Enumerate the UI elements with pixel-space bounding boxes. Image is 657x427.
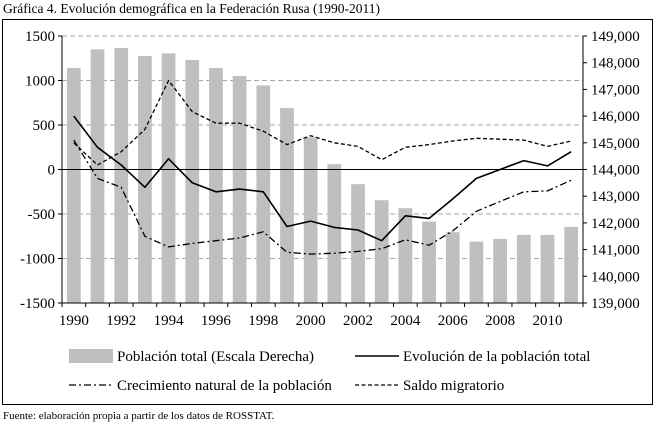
x-tick-label: 2008 — [485, 313, 515, 329]
y-left-tick-label: 500 — [33, 118, 56, 134]
y-right-tick-label: 140,000 — [591, 269, 640, 285]
legend-swatch-poblacion — [69, 349, 113, 363]
x-tick-label: 1992 — [106, 313, 136, 329]
legend-label-2: Evolución de la población total — [403, 349, 590, 365]
y-right-tick-label: 146,000 — [591, 109, 640, 125]
bar-poblacion-2007 — [469, 241, 484, 303]
bar-poblacion-2003 — [374, 200, 389, 303]
x-tick-label: 1994 — [154, 313, 185, 329]
x-tick-label: 2004 — [390, 313, 421, 329]
series-line-3 — [73, 79, 572, 166]
x-tick-label: 2006 — [438, 313, 469, 329]
bar-poblacion-2002 — [351, 184, 365, 303]
source-note: Fuente: elaboración propia a partir de l… — [3, 410, 275, 422]
x-tick-label: 1990 — [59, 313, 89, 329]
bar-poblacion-1996 — [209, 68, 223, 303]
legend-label-4: Saldo migratorio — [403, 378, 504, 394]
bar-poblacion-1999 — [280, 108, 294, 303]
y-left-tick-label: -500 — [28, 207, 56, 223]
y-right-tick-label: 139,000 — [591, 296, 640, 312]
bar-poblacion-2010 — [540, 234, 555, 303]
y-left-tick-label: 1500 — [25, 29, 55, 45]
bar-poblacion-2008 — [493, 238, 507, 303]
bar-poblacion-1991 — [90, 49, 105, 303]
y-left-tick-label: -1500 — [20, 296, 55, 312]
y-right-tick-label: 141,000 — [591, 243, 640, 259]
x-tick-label: 2002 — [343, 313, 373, 329]
bar-poblacion-2000 — [303, 137, 318, 303]
chart-frame: 1500 1000 500 0 -500 -1000 -1500 149,000 148,000… — [2, 19, 653, 405]
y-left-tick-label: -1000 — [20, 252, 55, 268]
y-right-tick-label: 149,000 — [591, 29, 640, 45]
bar-poblacion-2006 — [445, 232, 460, 303]
legend-label-3: Crecimiento natural de la población — [117, 378, 332, 394]
series-line-1 — [73, 115, 572, 242]
x-tick-label: 1998 — [248, 313, 278, 329]
y-left-tick-label: 0 — [48, 163, 56, 179]
y-right-tick-label: 147,000 — [591, 82, 640, 98]
series-line-2 — [73, 139, 572, 255]
y-right-tick-label: 145,000 — [591, 136, 640, 152]
bar-poblacion-2005 — [422, 221, 436, 303]
bar-poblacion-1992 — [114, 48, 129, 303]
bar-poblacion-2011 — [564, 226, 579, 303]
bar-poblacion-1998 — [256, 85, 271, 304]
bar-poblacion-2004 — [398, 208, 413, 303]
bar-poblacion-1994 — [161, 53, 176, 304]
y-right-tick-label: 142,000 — [591, 216, 640, 232]
y-left-tick-label: 1000 — [25, 74, 55, 90]
y-right-tick-label: 148,000 — [591, 56, 640, 72]
chart-svg: 1500 1000 500 0 -500 -1000 -1500 149,000 148,000… — [20, 29, 640, 394]
bar-poblacion-1990 — [66, 68, 81, 303]
x-tick-label: 2000 — [296, 313, 326, 329]
y-right-tick-label: 144,000 — [591, 163, 640, 179]
x-tick-label: 2010 — [532, 313, 562, 329]
bar-poblacion-1993 — [138, 56, 152, 304]
legend-label-1: Población total (Escala Derecha) — [117, 349, 314, 365]
bar-poblacion-2001 — [327, 164, 342, 303]
y-right-tick-label: 143,000 — [591, 189, 640, 205]
x-tick-label: 1996 — [201, 313, 232, 329]
chart-title: Gráfica 4. Evolución demográfica en la F… — [3, 1, 380, 16]
bar-poblacion-1995 — [185, 60, 200, 303]
bar-poblacion-2009 — [516, 234, 531, 303]
